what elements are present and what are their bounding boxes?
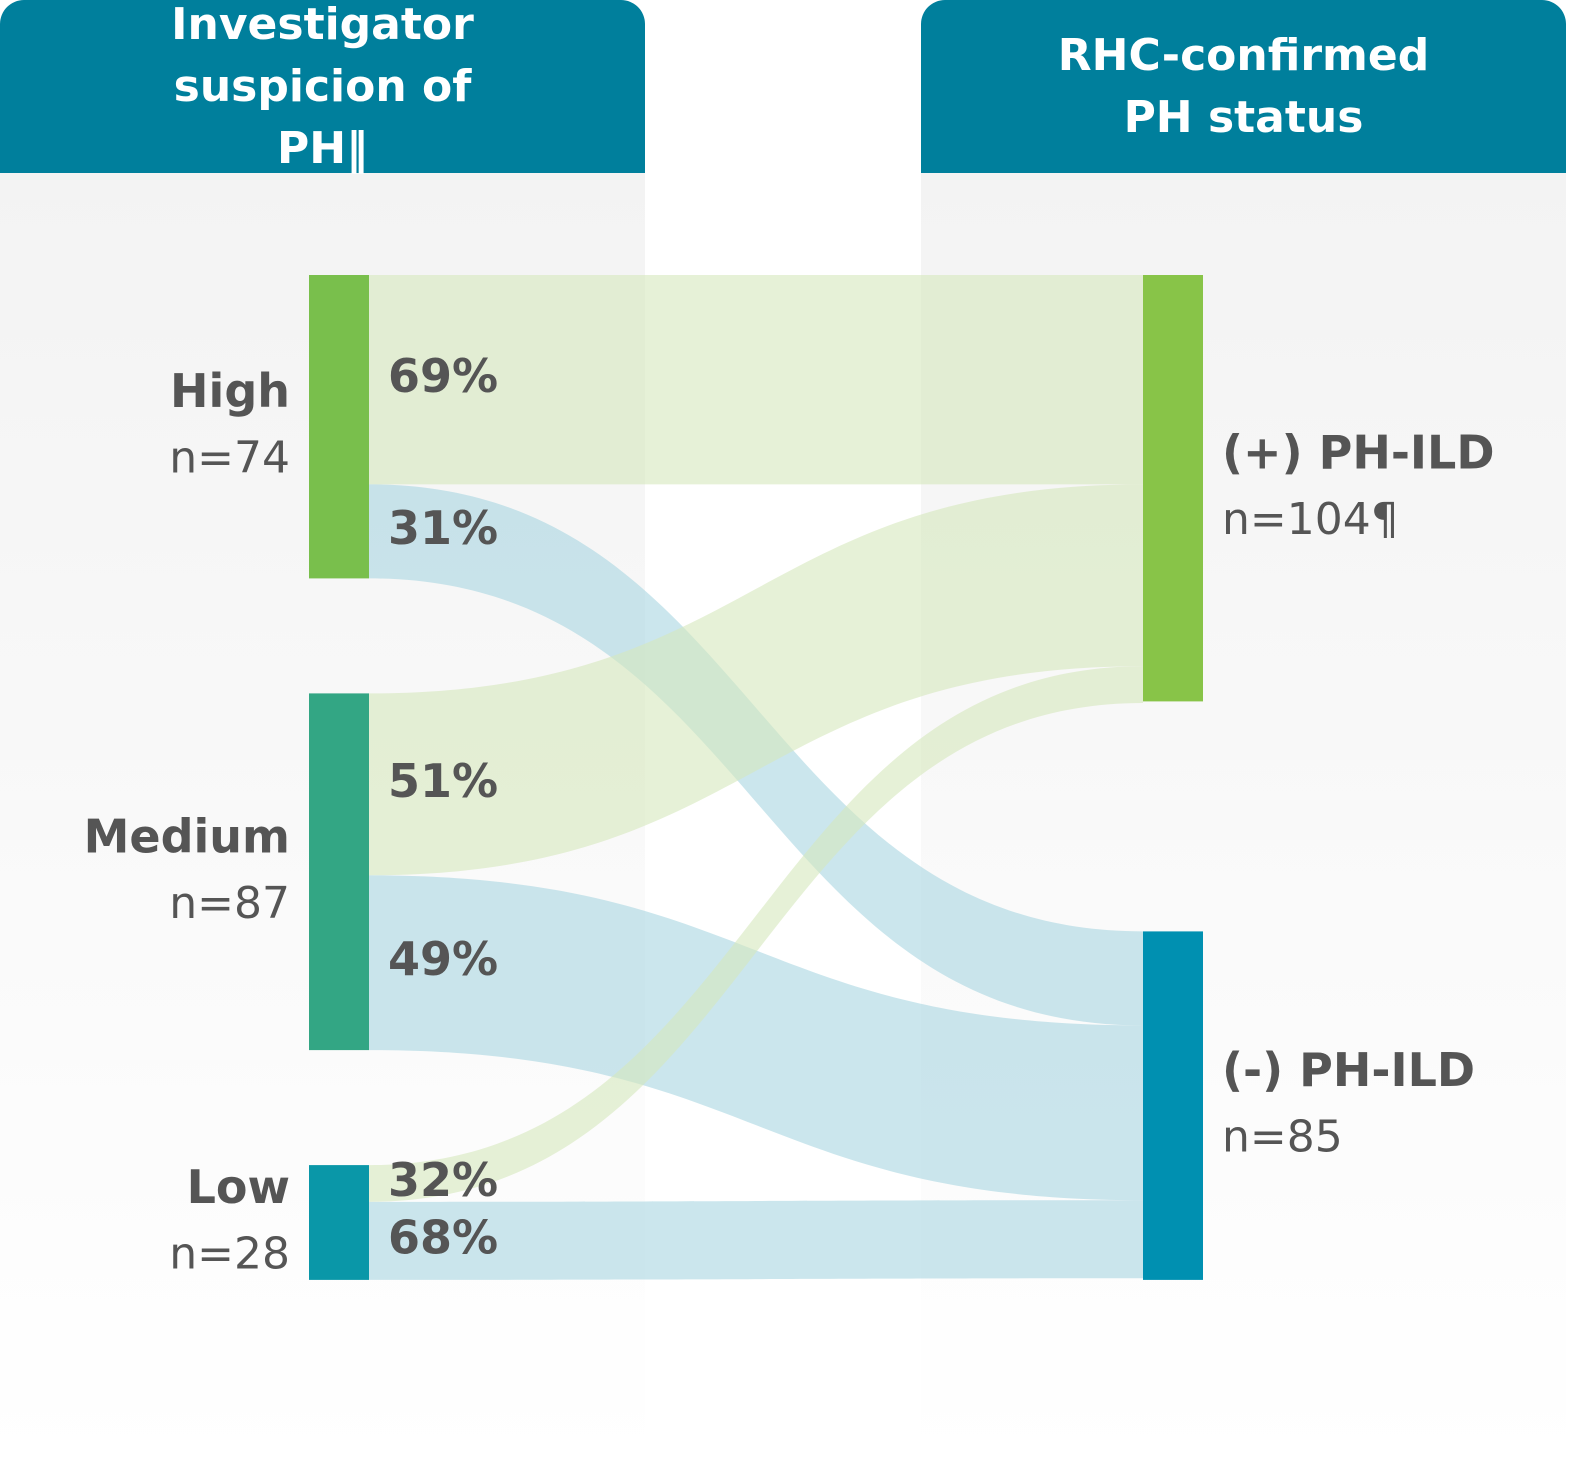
link-label: 31%: [388, 501, 498, 555]
column-title: RHC-confirmed PH status: [1057, 29, 1430, 143]
node-count: n=74: [169, 433, 290, 484]
link-label: 69%: [388, 349, 498, 403]
source-node: [309, 275, 369, 579]
node-count: n=85: [1222, 1112, 1343, 1163]
target-node: [1143, 931, 1203, 1280]
node-name: High: [170, 364, 290, 418]
target-node: [1143, 275, 1203, 702]
link: [369, 275, 1143, 485]
column-header: RHC-confirmed PH status: [921, 0, 1566, 173]
link-label: 51%: [388, 754, 498, 808]
node-name: (+) PH-ILD: [1222, 426, 1495, 480]
link-label: 32%: [388, 1153, 498, 1207]
node-count: n=87: [169, 878, 290, 929]
source-node: [309, 1165, 369, 1280]
link-label: 49%: [388, 932, 498, 986]
node-name: Low: [187, 1160, 290, 1214]
column-title: Investigator suspicion of PH‖: [171, 0, 474, 174]
node-count: n=28: [169, 1229, 290, 1280]
source-node: [309, 693, 369, 1051]
link: [369, 875, 1143, 1201]
node-count: n=104¶: [1222, 494, 1399, 545]
link: [369, 484, 1143, 876]
link: [369, 666, 1143, 1202]
node-name: (-) PH-ILD: [1222, 1043, 1475, 1097]
link: [369, 1200, 1143, 1280]
node-name: Medium: [84, 809, 290, 863]
column-header: Investigator suspicion of PH‖: [0, 0, 645, 174]
link-label: 68%: [388, 1210, 498, 1264]
